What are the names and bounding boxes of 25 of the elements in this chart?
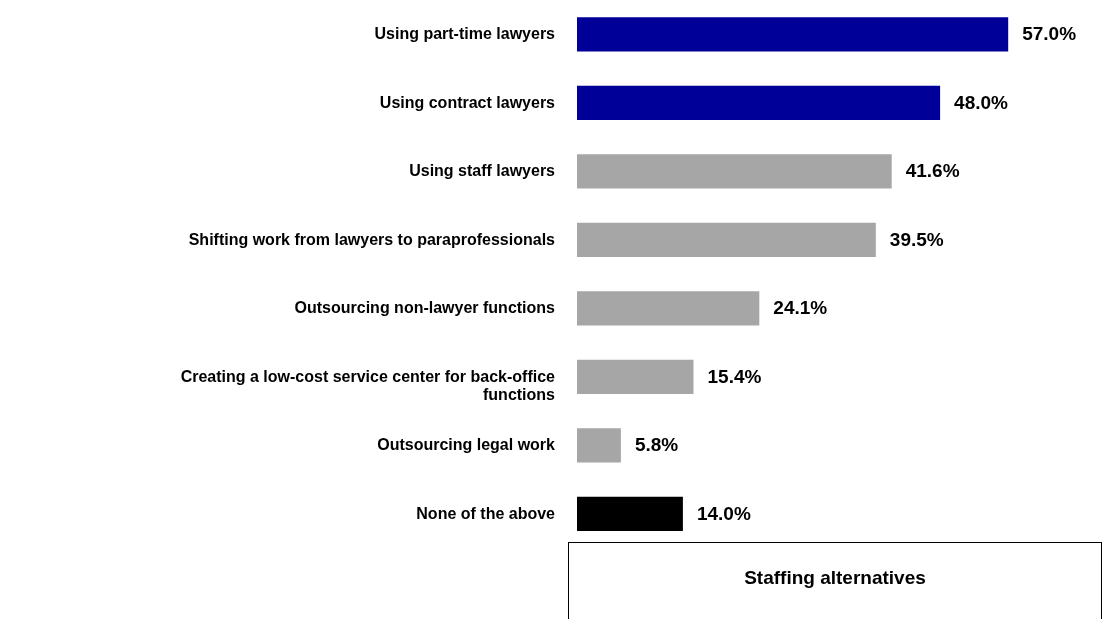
y-tick-label: Creating a low-cost service center for back-office functions: [180, 367, 556, 403]
data-label: 57.0%: [1022, 23, 1077, 45]
text: Staffing alternatives: [568, 542, 1102, 619]
bar: [577, 428, 621, 463]
data-label: 41.6%: [905, 160, 960, 182]
bar: [577, 85, 941, 120]
data-label: 48.0%: [954, 91, 1009, 113]
bar: [577, 291, 760, 326]
bar: [577, 496, 683, 531]
bar: [577, 17, 1009, 52]
y-tick-label: Using contract lawyers: [379, 93, 556, 111]
y-tick-label: Using staff lawyers: [409, 162, 556, 180]
y-tick-label: None of the above: [416, 504, 556, 522]
bar: [577, 222, 876, 257]
y-tick-label: Outsourcing non-lawyer functions: [294, 299, 556, 317]
y-tick-label: Using part-time lawyers: [374, 25, 556, 43]
bar: [577, 359, 694, 394]
data-label: 24.1%: [773, 297, 828, 319]
y-tick-label: Outsourcing legal work: [377, 436, 556, 454]
y-tick-label: Shifting work from lawyers to paraprofessionals: [188, 230, 556, 248]
data-label: 14.0%: [696, 502, 751, 524]
data-label: 39.5%: [889, 228, 944, 250]
bar: [577, 154, 892, 189]
data-label: 5.8%: [634, 434, 679, 456]
data-label: 15.4%: [707, 365, 762, 387]
